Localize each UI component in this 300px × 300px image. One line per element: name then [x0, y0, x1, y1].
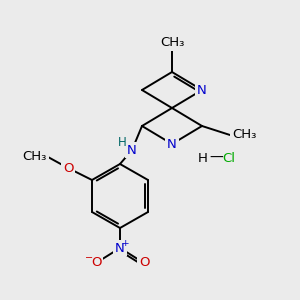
- Text: CH₃: CH₃: [22, 151, 47, 164]
- Text: +: +: [121, 238, 129, 247]
- Text: CH₃: CH₃: [160, 36, 184, 49]
- Text: N: N: [115, 242, 125, 254]
- Text: N: N: [167, 137, 177, 151]
- Text: Cl: Cl: [222, 152, 235, 164]
- Text: N: N: [197, 83, 207, 97]
- Text: N: N: [127, 143, 137, 157]
- Text: CH₃: CH₃: [232, 128, 256, 142]
- Text: H: H: [198, 152, 208, 164]
- Text: O: O: [91, 256, 101, 269]
- Text: O: O: [63, 161, 73, 175]
- Text: H: H: [118, 136, 126, 148]
- Text: —: —: [209, 151, 223, 165]
- Text: −: −: [85, 253, 93, 263]
- Text: O: O: [139, 256, 149, 269]
